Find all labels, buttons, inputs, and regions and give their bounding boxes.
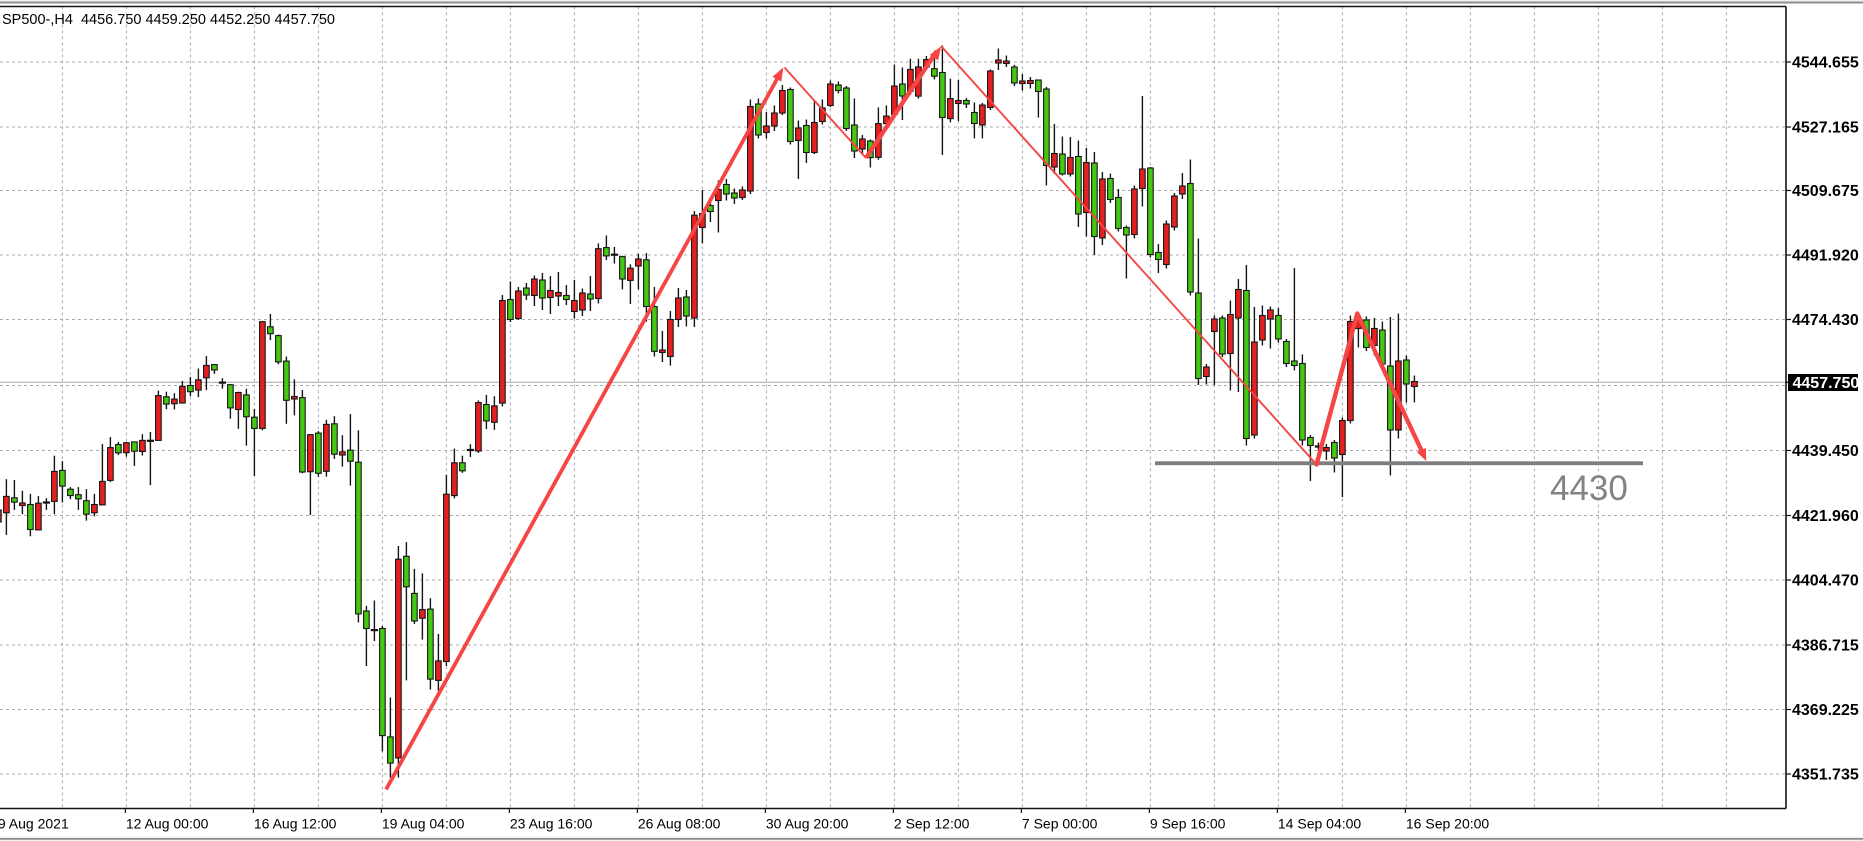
svg-text:4421.960: 4421.960 (1792, 508, 1859, 525)
svg-text:26 Aug 08:00: 26 Aug 08:00 (638, 816, 721, 832)
svg-text:7 Sep 00:00: 7 Sep 00:00 (1022, 816, 1098, 832)
svg-text:4509.675: 4509.675 (1792, 183, 1859, 200)
svg-text:19 Aug 04:00: 19 Aug 04:00 (382, 816, 465, 832)
svg-text:4369.225: 4369.225 (1792, 702, 1859, 719)
svg-text:4527.165: 4527.165 (1792, 120, 1859, 137)
svg-text:12 Aug 00:00: 12 Aug 00:00 (126, 816, 209, 832)
svg-text:4457.750: 4457.750 (1793, 375, 1860, 392)
svg-text:4430: 4430 (1550, 469, 1628, 508)
svg-text:16 Aug 12:00: 16 Aug 12:00 (254, 816, 337, 832)
svg-text:30 Aug 20:00: 30 Aug 20:00 (766, 816, 849, 832)
svg-text:9 Aug 2021: 9 Aug 2021 (0, 816, 69, 832)
svg-text:4439.450: 4439.450 (1792, 443, 1859, 460)
svg-text:14 Sep 04:00: 14 Sep 04:00 (1278, 816, 1362, 832)
svg-text:4386.715: 4386.715 (1792, 638, 1859, 655)
svg-text:4491.920: 4491.920 (1792, 248, 1859, 265)
svg-text:4544.655: 4544.655 (1792, 55, 1859, 72)
svg-text:4474.430: 4474.430 (1792, 312, 1859, 329)
svg-text:4404.470: 4404.470 (1792, 573, 1859, 590)
svg-text:23 Aug 16:00: 23 Aug 16:00 (510, 816, 593, 832)
svg-text:2 Sep 12:00: 2 Sep 12:00 (894, 816, 970, 832)
svg-text:16 Sep 20:00: 16 Sep 20:00 (1406, 816, 1490, 832)
svg-text:4351.735: 4351.735 (1792, 767, 1859, 784)
svg-text:SP500-,H4 4456.750 4459.250 4: SP500-,H4 4456.750 4459.250 4452.250 445… (2, 12, 335, 28)
svg-text:9 Sep 16:00: 9 Sep 16:00 (1150, 816, 1226, 832)
